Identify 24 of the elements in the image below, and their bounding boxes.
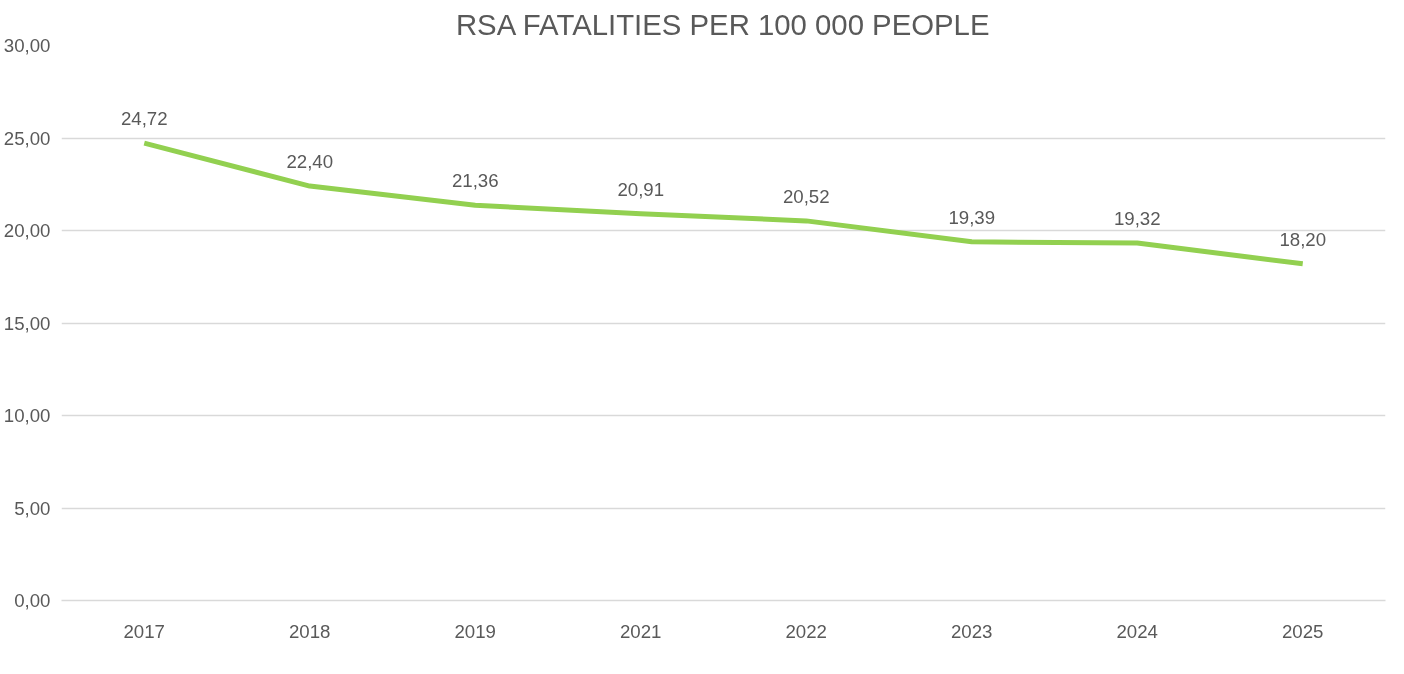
y-tick-label: 30,00 [3,35,51,56]
y-tick-label: 15,00 [3,312,51,334]
x-tick-label: 2025 [1282,620,1324,642]
y-tick-label: 25,00 [3,127,51,149]
data-label: 19,39 [948,206,996,228]
data-label: 20,52 [782,185,830,207]
y-tick-label: 10,00 [3,405,51,426]
chart-title: RSA FATALITIES PER 100 000 PEOPLE [455,7,990,41]
data-label: 20,91 [617,178,665,200]
data-label: 22,40 [286,151,334,173]
data-label: 24,72 [120,108,168,130]
x-tick-label: 2018 [289,620,331,642]
y-tick-label: 20,00 [3,220,51,241]
x-tick-label: 2019 [454,620,497,642]
x-tick-label: 2023 [951,620,993,642]
x-tick-label: 2022 [785,620,828,642]
x-tick-label: 2024 [1116,620,1159,642]
data-label: 19,32 [1113,208,1161,230]
y-tick-label: 0,00 [14,590,51,611]
x-tick-label: 2021 [620,620,662,642]
x-tick-label: 2017 [123,620,166,642]
data-label: 18,20 [1279,228,1327,250]
data-label: 21,36 [451,170,499,192]
y-tick-label: 5,00 [14,497,51,519]
